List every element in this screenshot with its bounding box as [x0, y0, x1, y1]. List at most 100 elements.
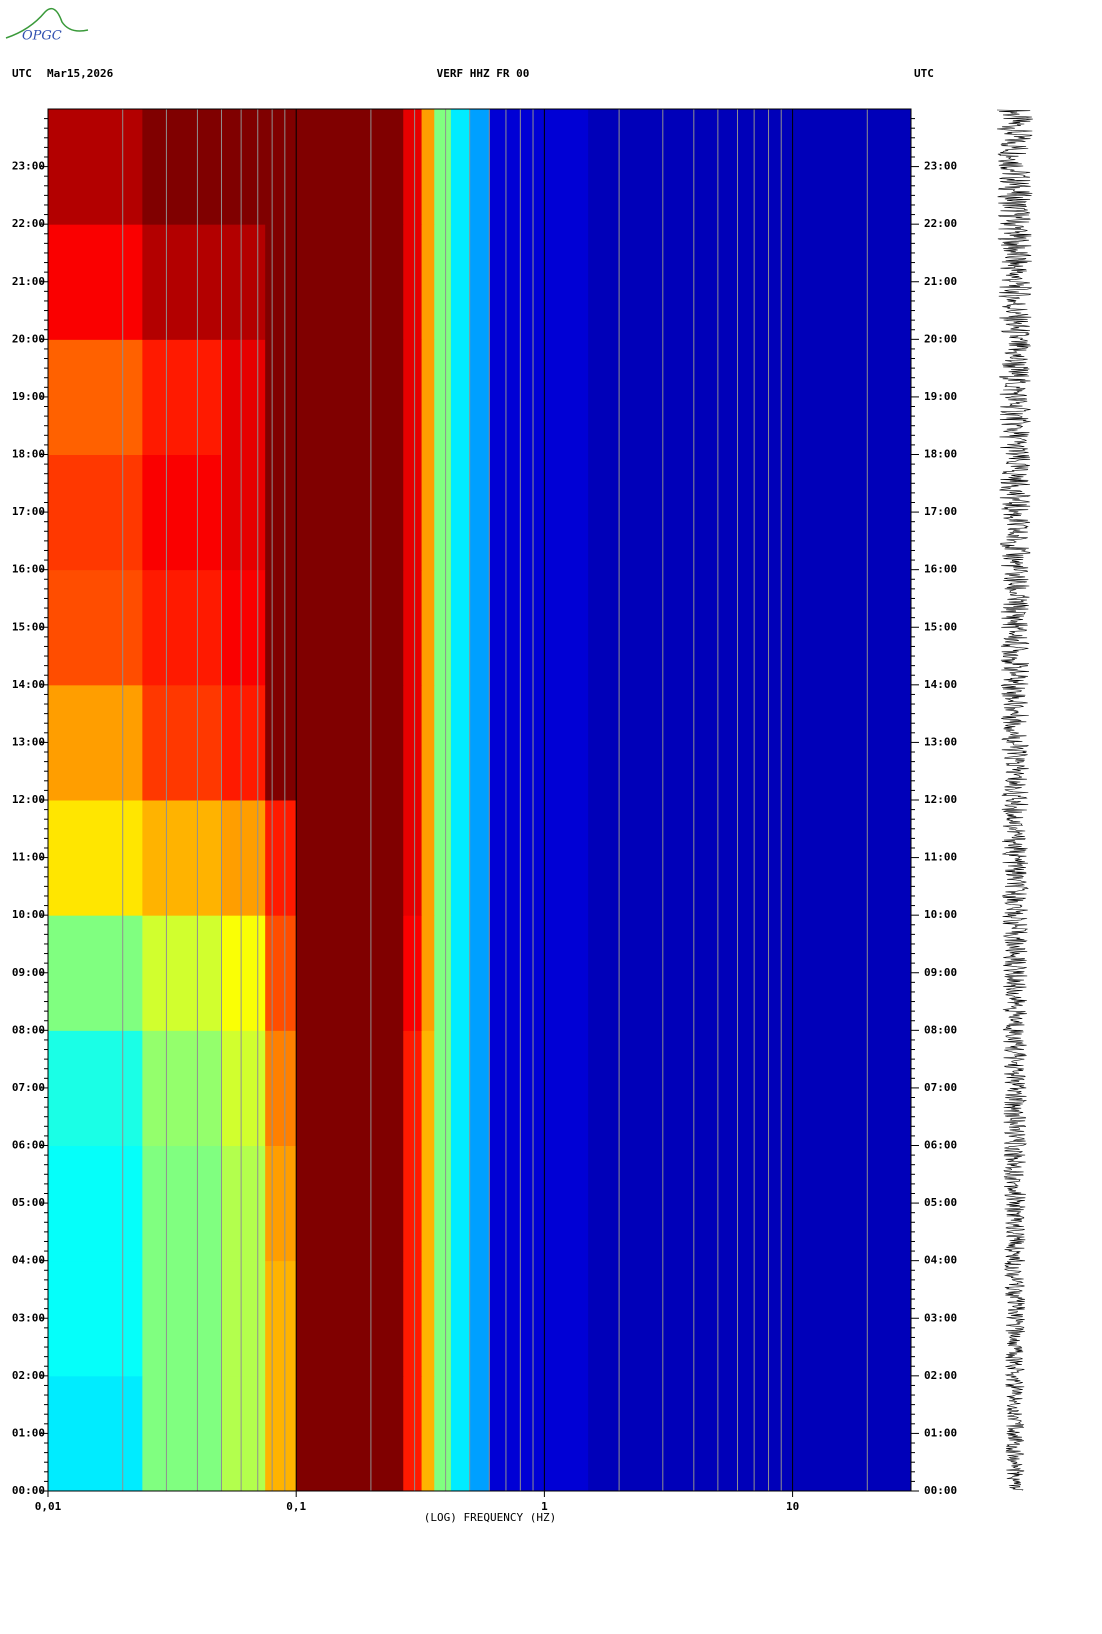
- heatmap-cell: [403, 339, 423, 455]
- heatmap-cell: [265, 569, 297, 686]
- heatmap-cell: [588, 224, 912, 340]
- heatmap-cell: [489, 1030, 589, 1146]
- heatmap-cell: [265, 684, 297, 801]
- heatmap-cell: [48, 1145, 143, 1262]
- heatmap-cell: [48, 454, 143, 571]
- y-tick-label: 05:00: [12, 1196, 45, 1209]
- heatmap-cell: [142, 684, 222, 801]
- heatmap-cell: [221, 109, 266, 225]
- heatmap-cell: [142, 569, 222, 686]
- y-tick-label: 12:00: [12, 793, 45, 806]
- heatmap-cell: [469, 109, 490, 225]
- heatmap-cell: [48, 1260, 143, 1377]
- y-tick-label: 00:00: [924, 1484, 957, 1497]
- heatmap-cell: [265, 339, 297, 455]
- heatmap-cell: [403, 1030, 423, 1146]
- heatmap-cell: [296, 1375, 404, 1492]
- heatmap-cell: [48, 109, 143, 225]
- y-tick-label: 12:00: [924, 793, 957, 806]
- heatmap-cell: [434, 224, 452, 340]
- heatmap-cell: [434, 1375, 452, 1492]
- heatmap-cell: [450, 1375, 471, 1492]
- heatmap-cell: [489, 569, 589, 686]
- heatmap-cell: [296, 1260, 404, 1377]
- heatmap-cell: [469, 1145, 490, 1262]
- y-tick-label: 13:00: [924, 735, 957, 748]
- heatmap-cell: [265, 224, 297, 340]
- heatmap-cell: [450, 1030, 471, 1146]
- seismogram: [996, 109, 1033, 1491]
- heatmap-cell: [450, 569, 471, 686]
- y-tick-label: 16:00: [12, 563, 45, 576]
- heatmap-cell: [421, 915, 435, 1031]
- y-tick-label: 22:00: [924, 217, 957, 230]
- heatmap-cell: [403, 454, 423, 571]
- y-tick-label: 03:00: [924, 1311, 957, 1324]
- heatmap-cell: [296, 1030, 404, 1146]
- heatmap-cell: [434, 339, 452, 455]
- heatmap-cell: [221, 1375, 266, 1492]
- y-tick-label: 13:00: [12, 735, 45, 748]
- heatmap-cell: [588, 454, 912, 571]
- heatmap-cell: [296, 339, 404, 455]
- y-tick-label: 17:00: [924, 505, 957, 518]
- heatmap-cell: [450, 1260, 471, 1377]
- heatmap-cell: [588, 569, 912, 686]
- heatmap-cell: [434, 800, 452, 916]
- heatmap-cell: [265, 915, 297, 1031]
- heatmap-cell: [421, 1375, 435, 1492]
- heatmap-cell: [403, 915, 423, 1031]
- y-tick-label: 20:00: [12, 332, 45, 345]
- x-tick-label: 1: [541, 1500, 548, 1513]
- y-tick-label: 04:00: [12, 1254, 45, 1267]
- heatmap-cell: [48, 684, 143, 801]
- header-date: Mar15,2026: [47, 67, 114, 80]
- x-tick-label: 10: [786, 1500, 799, 1513]
- heatmap-cell: [221, 915, 266, 1031]
- y-tick-label: 15:00: [12, 620, 45, 633]
- heatmap-cell: [489, 109, 589, 225]
- y-tick-label: 08:00: [924, 1023, 957, 1036]
- y-tick-label: 08:00: [12, 1023, 45, 1036]
- heatmap-cell: [403, 1260, 423, 1377]
- heatmap-cell: [469, 1260, 490, 1377]
- heatmap-cell: [450, 915, 471, 1031]
- heatmap-cell: [403, 109, 423, 225]
- heatmap-cell: [403, 684, 423, 801]
- heatmap-cell: [489, 339, 589, 455]
- heatmap-cell: [265, 1375, 297, 1492]
- y-tick-label: 09:00: [924, 966, 957, 979]
- heatmap-cell: [588, 1260, 912, 1377]
- logo: OPGC: [22, 29, 62, 44]
- heatmap-cell: [489, 224, 589, 340]
- y-tick-label: 00:00: [12, 1484, 45, 1497]
- header-station: VERF HHZ FR 00: [437, 67, 530, 80]
- heatmap-cell: [434, 1260, 452, 1377]
- heatmap-cell: [296, 109, 404, 225]
- x-axis-label: (LOG) FREQUENCY (HZ): [424, 1511, 556, 1524]
- heatmap-cell: [142, 339, 222, 455]
- heatmap-cell: [265, 1260, 297, 1377]
- heatmap-cell: [421, 1030, 435, 1146]
- heatmap-cell: [588, 339, 912, 455]
- heatmap-cell: [421, 800, 435, 916]
- heatmap-cell: [403, 800, 423, 916]
- y-tick-label: 02:00: [12, 1369, 45, 1382]
- heatmap-cell: [469, 684, 490, 801]
- heatmap-cell: [434, 684, 452, 801]
- heatmap-cell: [296, 684, 404, 801]
- heatmap-cell: [421, 1145, 435, 1262]
- y-tick-label: 21:00: [12, 275, 45, 288]
- heatmap-cell: [221, 800, 266, 916]
- heatmap-cell: [265, 1030, 297, 1146]
- heatmap-cell: [421, 224, 435, 340]
- heatmap-cell: [588, 684, 912, 801]
- heatmap-cell: [296, 1145, 404, 1262]
- heatmap-cell: [142, 1260, 222, 1377]
- heatmap-cell: [221, 569, 266, 686]
- heatmap-cell: [489, 454, 589, 571]
- y-tick-label: 23:00: [12, 160, 45, 173]
- y-tick-label: 17:00: [12, 505, 45, 518]
- y-tick-label: 22:00: [12, 217, 45, 230]
